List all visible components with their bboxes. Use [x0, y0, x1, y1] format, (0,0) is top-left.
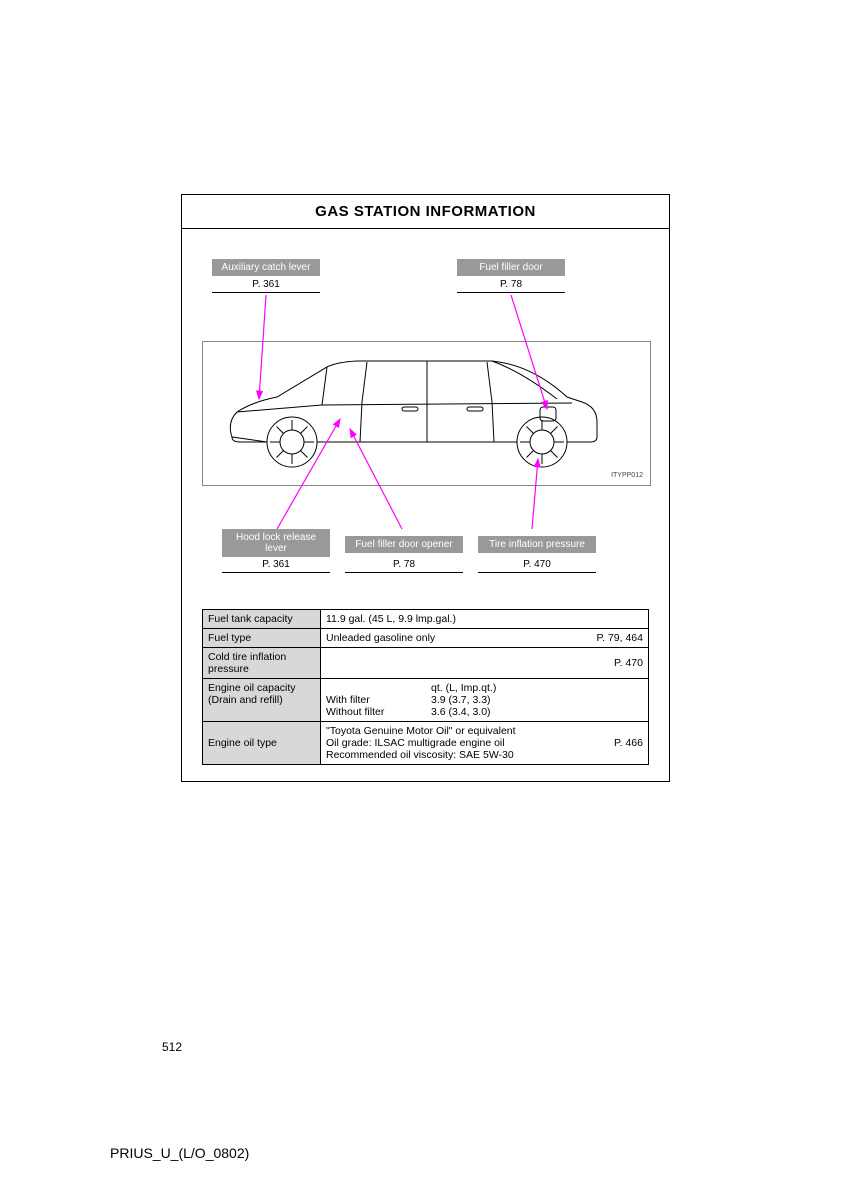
value-text: 11.9 gal. (45 L, 9.9 lmp.gal.) — [326, 613, 456, 625]
spec-table: Fuel tank capacity 11.9 gal. (45 L, 9.9 … — [202, 609, 649, 765]
table-row: Fuel tank capacity 11.9 gal. (45 L, 9.9 … — [203, 610, 649, 629]
row-label: Engine oil capacity (Drain and refill) — [203, 679, 321, 722]
oil-value: 3.6 (3.4, 3.0) — [431, 706, 536, 718]
footer-text: PRIUS_U_(L/O_0802) — [110, 1145, 249, 1161]
row-value: qt. (L, Imp.qt.) With filter 3.9 (3.7, 3… — [321, 679, 649, 722]
row-label: Cold tire inflation pressure — [203, 648, 321, 679]
row-value: 11.9 gal. (45 L, 9.9 lmp.gal.) — [321, 610, 649, 629]
info-panel: GAS STATION INFORMATION Auxiliary catch … — [181, 194, 670, 782]
callout-hood-lock: Hood lock release lever — [222, 529, 330, 557]
row-value: Unleaded gasoline only P. 79, 464 — [321, 629, 649, 648]
callout-hood-lock-page: P. 361 — [222, 559, 330, 573]
table-row: Engine oil capacity (Drain and refill) q… — [203, 679, 649, 722]
page-number: 512 — [162, 1040, 182, 1054]
oil-type-line: Oil grade: ILSAC multigrade engine oil — [326, 737, 643, 749]
table-row: Fuel type Unleaded gasoline only P. 79, … — [203, 629, 649, 648]
oil-value: 3.9 (3.7, 3.3) — [431, 694, 536, 706]
table-row: Cold tire inflation pressure P. 470 — [203, 648, 649, 679]
panel-title: GAS STATION INFORMATION — [182, 195, 669, 229]
callout-fuel-opener: Fuel filler door opener — [345, 536, 463, 553]
page-ref: P. 466 — [614, 737, 643, 749]
row-label: Engine oil type — [203, 722, 321, 765]
table-row: Engine oil type "Toyota Genuine Motor Oi… — [203, 722, 649, 765]
page-ref: P. 470 — [614, 657, 643, 669]
value-text: Unleaded gasoline only — [326, 632, 435, 644]
row-value: P. 470 — [321, 648, 649, 679]
spec-table-area: Fuel tank capacity 11.9 gal. (45 L, 9.9 … — [182, 609, 669, 781]
row-label: Fuel type — [203, 629, 321, 648]
oil-label: Without filter — [326, 706, 431, 718]
row-label: Fuel tank capacity — [203, 610, 321, 629]
oil-header: qt. (L, Imp.qt.) — [431, 682, 536, 694]
page-ref: P. 79, 464 — [596, 632, 643, 644]
callout-fuel-opener-page: P. 78 — [345, 559, 463, 573]
callout-tire-pressure: Tire inflation pressure — [478, 536, 596, 553]
diagram-area: Auxiliary catch lever P. 361 Fuel filler… — [182, 229, 669, 609]
oil-label: With filter — [326, 694, 431, 706]
oil-type-line: Recommended oil viscosity: SAE 5W-30 — [326, 749, 643, 761]
row-value: "Toyota Genuine Motor Oil" or equivalent… — [321, 722, 649, 765]
callout-tire-pressure-page: P. 470 — [478, 559, 596, 573]
oil-type-line: "Toyota Genuine Motor Oil" or equivalent — [326, 725, 643, 737]
